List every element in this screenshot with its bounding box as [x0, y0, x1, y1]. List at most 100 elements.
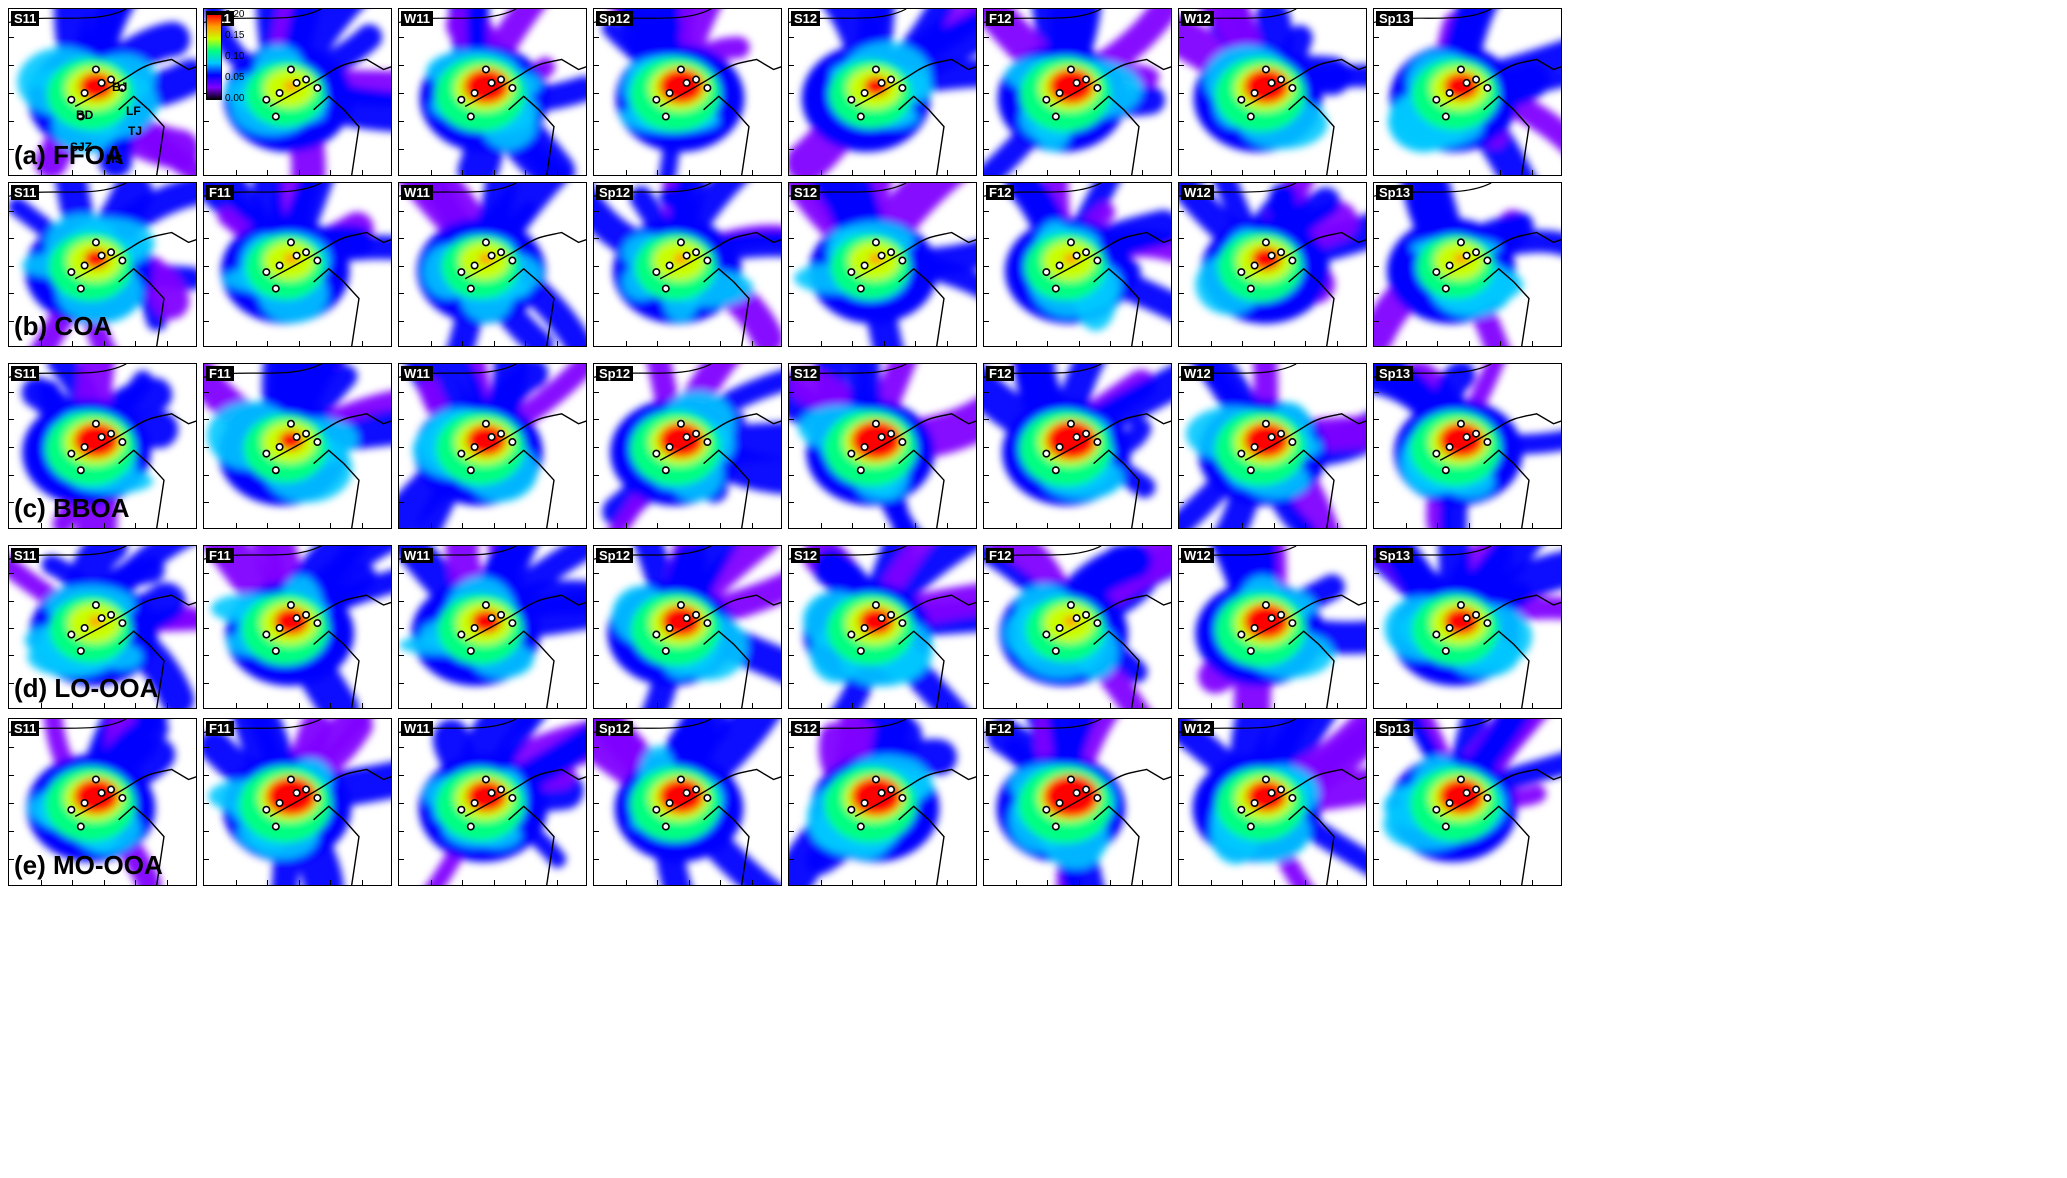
site-marker: [1082, 429, 1091, 438]
site-marker: [1277, 610, 1286, 619]
axis-tick: [820, 880, 822, 885]
site-marker: [313, 793, 322, 802]
pscf-map: [1374, 364, 1561, 528]
site-marker: [692, 75, 701, 84]
axis-tick: [594, 747, 599, 748]
axis-tick: [9, 573, 14, 575]
peninsula-outline: [1288, 630, 1335, 708]
axis-tick: [1078, 703, 1080, 708]
site-marker: [1237, 95, 1246, 104]
site-marker: [487, 788, 496, 797]
axis-tick: [1374, 474, 1379, 476]
axis-tick: [204, 238, 209, 239]
site-label: BJ: [112, 80, 128, 94]
coastline: [659, 768, 781, 818]
axis-tick: [1110, 703, 1111, 708]
axis-tick: [1179, 655, 1184, 657]
axis-tick: [1273, 703, 1275, 708]
axis-tick: [1047, 170, 1048, 175]
axis-tick: [1179, 265, 1184, 267]
axis-tick: [1273, 170, 1275, 175]
site-marker: [457, 630, 466, 639]
panel-season-label: Sp12: [596, 11, 634, 26]
panel-season-label: W12: [1181, 721, 1214, 736]
site-marker: [1093, 438, 1102, 447]
site-marker: [1250, 89, 1259, 98]
axis-tick: [789, 265, 794, 267]
axis-tick: [267, 880, 268, 885]
site-marker: [67, 95, 76, 104]
axis-tick: [1078, 523, 1080, 528]
panel-season-label: F12: [986, 721, 1015, 736]
site-marker: [271, 646, 280, 655]
axis-tick: [946, 703, 948, 708]
map-panel-3-6: W12: [1178, 545, 1367, 709]
row-factor-label: (c) BBOA: [14, 493, 130, 523]
axis-tick: [984, 65, 989, 66]
axis-tick: [915, 703, 916, 708]
axis-tick: [9, 682, 14, 684]
site-marker: [877, 251, 886, 260]
probability-field: [984, 9, 1171, 175]
axis-tick: [72, 341, 73, 346]
axis-tick: [1468, 341, 1470, 346]
axis-tick: [103, 341, 105, 346]
site-marker: [1462, 78, 1471, 87]
axis-tick: [789, 502, 794, 504]
site-marker: [661, 466, 670, 475]
map-panel-4-3: Sp12: [593, 718, 782, 886]
axis-tick: [204, 573, 209, 575]
site-marker: [1066, 775, 1075, 784]
site-marker: [466, 646, 475, 655]
panel-season-label: W11: [401, 366, 434, 381]
axis-tick: [204, 391, 209, 393]
site-marker: [692, 785, 701, 794]
site-marker: [1066, 65, 1075, 74]
axis-tick: [1110, 880, 1111, 885]
coastline: [269, 594, 391, 642]
axis-tick: [1179, 210, 1184, 212]
axis-tick: [789, 391, 794, 393]
axis-tick: [1374, 238, 1379, 239]
axis-tick: [399, 37, 404, 38]
coastline: [464, 58, 586, 108]
axis-tick: [135, 703, 136, 708]
axis-tick: [1179, 65, 1184, 66]
site-marker: [1288, 793, 1297, 802]
site-marker: [703, 438, 712, 447]
axis-tick: [984, 655, 989, 657]
site-marker: [1432, 268, 1441, 277]
axis-tick: [1110, 523, 1111, 528]
site-marker: [692, 429, 701, 438]
axis-tick: [204, 265, 209, 267]
coastline: [464, 413, 586, 461]
axis-tick: [525, 703, 526, 708]
site-marker: [1093, 83, 1102, 92]
axis-tick: [235, 523, 237, 528]
axis-tick: [751, 341, 753, 346]
axis-tick: [1141, 170, 1143, 175]
axis-tick: [1273, 341, 1275, 346]
site-marker: [1072, 251, 1081, 260]
axis-tick: [361, 703, 363, 708]
axis-tick: [625, 880, 627, 885]
probability-field: [1179, 9, 1366, 153]
axis-tick: [1015, 703, 1017, 708]
pscf-map: [1374, 546, 1561, 708]
axis-tick: [1437, 170, 1438, 175]
axis-tick: [40, 703, 42, 708]
site-marker: [665, 261, 674, 270]
axis-tick: [135, 880, 136, 885]
axis-tick: [751, 170, 753, 175]
axis-tick: [430, 523, 432, 528]
peninsula-outline: [1288, 95, 1335, 175]
pscf-map: [984, 364, 1171, 528]
axis-tick: [1242, 341, 1243, 346]
peninsula-outline: [703, 630, 750, 708]
axis-tick: [399, 600, 404, 602]
coastline: [854, 58, 976, 108]
site-marker: [470, 624, 479, 633]
row-factor-label: (d) LO-OOA: [14, 673, 159, 703]
peninsula-outline: [118, 630, 165, 708]
map-panel-0-0: S11: [8, 8, 197, 176]
